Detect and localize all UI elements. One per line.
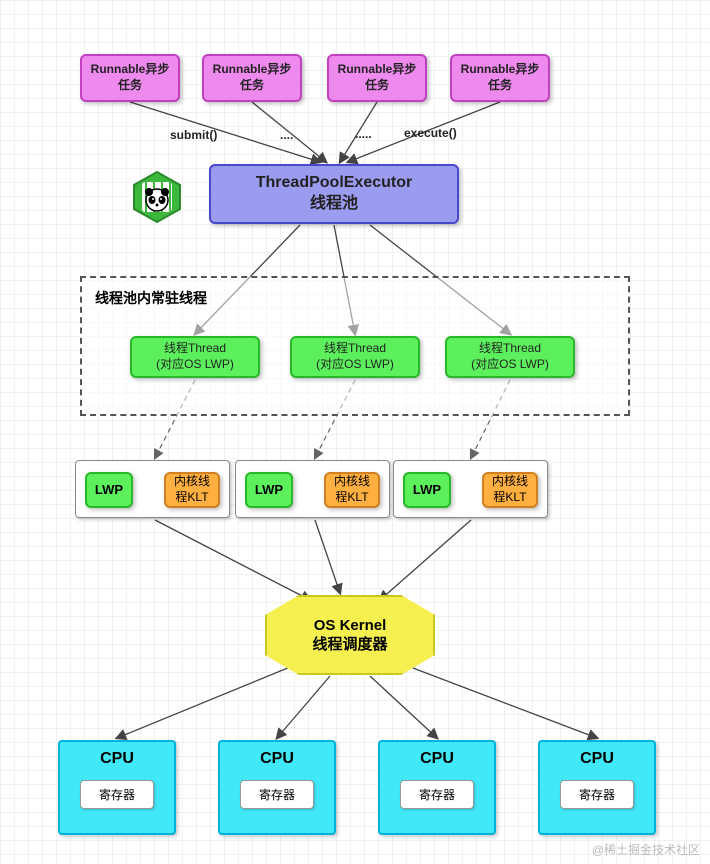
cpu-register: 寄存器 xyxy=(240,780,314,809)
executor-subtitle: 线程池 xyxy=(310,194,358,215)
runnable-label: Runnable异步任务 xyxy=(338,62,417,93)
runnable-label: Runnable异步任务 xyxy=(213,62,292,93)
resident-threads-title: 线程池内常驻线程 xyxy=(95,288,207,308)
thread-label-2: (对应OS LWP) xyxy=(156,357,234,373)
cpu-3: CPU 寄存器 xyxy=(378,740,496,835)
cpu-title: CPU xyxy=(260,750,294,768)
lwp-2: LWP xyxy=(245,472,293,508)
edge-label-submit: submit() xyxy=(170,128,217,142)
edge-label-dots1: .... xyxy=(280,128,293,142)
thread-label-2: (对应OS LWP) xyxy=(316,357,394,373)
lwp-group-2: LWP 内核线程KLT xyxy=(235,460,390,518)
lwp-group-1: LWP 内核线程KLT xyxy=(75,460,230,518)
klt-2: 内核线程KLT xyxy=(324,472,380,508)
cpu-register: 寄存器 xyxy=(80,780,154,809)
cpu-register: 寄存器 xyxy=(560,780,634,809)
thread-label-1: 线程Thread xyxy=(479,341,541,357)
kernel-subtitle: 线程调度器 xyxy=(312,635,387,655)
lwp-1: LWP xyxy=(85,472,133,508)
thread-label-1: 线程Thread xyxy=(164,341,226,357)
thread-1: 线程Thread (对应OS LWP) xyxy=(130,336,260,378)
klt-3: 内核线程KLT xyxy=(482,472,538,508)
runnable-label: Runnable异步任务 xyxy=(91,62,170,93)
watermark: @稀土掘金技术社区 xyxy=(592,841,700,858)
lwp-3: LWP xyxy=(403,472,451,508)
cpu-2: CPU 寄存器 xyxy=(218,740,336,835)
thread-label-1: 线程Thread xyxy=(324,341,386,357)
edge-label-execute: execute() xyxy=(404,126,457,140)
runnable-task-3: Runnable异步任务 xyxy=(327,54,427,102)
cpu-title: CPU xyxy=(100,750,134,768)
runnable-task-1: Runnable异步任务 xyxy=(80,54,180,102)
edge-label-dots2: ..... xyxy=(355,127,372,141)
thread-2: 线程Thread (对应OS LWP) xyxy=(290,336,420,378)
cpu-title: CPU xyxy=(420,750,454,768)
cpu-1: CPU 寄存器 xyxy=(58,740,176,835)
threadpool-executor: ThreadPoolExecutor 线程池 xyxy=(209,164,459,224)
cpu-4: CPU 寄存器 xyxy=(538,740,656,835)
cpu-register: 寄存器 xyxy=(400,780,474,809)
klt-1: 内核线程KLT xyxy=(164,472,220,508)
executor-title: ThreadPoolExecutor xyxy=(256,173,412,194)
runnable-label: Runnable异步任务 xyxy=(461,62,540,93)
panda-icon xyxy=(130,170,184,224)
kernel-title: OS Kernel xyxy=(314,616,387,636)
os-kernel: OS Kernel 线程调度器 xyxy=(265,595,435,675)
lwp-group-3: LWP 内核线程KLT xyxy=(393,460,548,518)
runnable-task-2: Runnable异步任务 xyxy=(202,54,302,102)
runnable-task-4: Runnable异步任务 xyxy=(450,54,550,102)
thread-label-2: (对应OS LWP) xyxy=(471,357,549,373)
cpu-title: CPU xyxy=(580,750,614,768)
thread-3: 线程Thread (对应OS LWP) xyxy=(445,336,575,378)
